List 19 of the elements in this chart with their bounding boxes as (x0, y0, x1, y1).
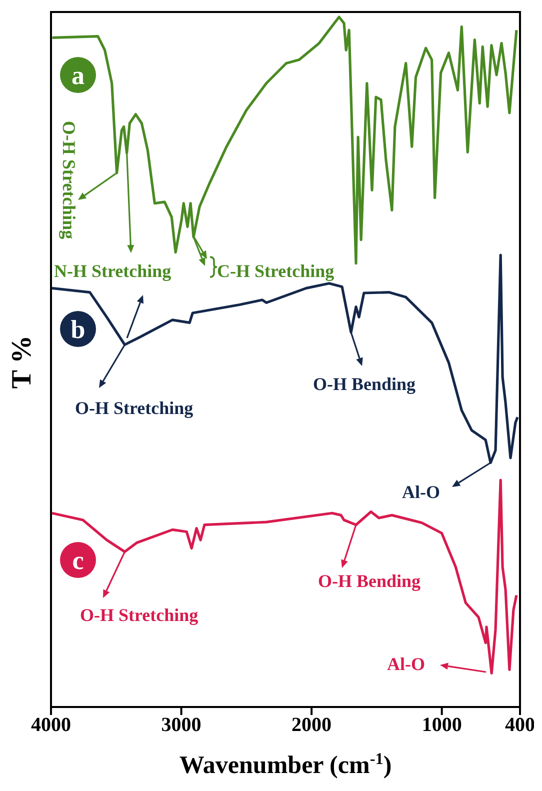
series-label: a (72, 61, 84, 90)
annotation: C-H Stretching (217, 261, 334, 281)
annotation: O-H Stretching (80, 605, 198, 625)
x-tick-label: 3000 (161, 714, 202, 736)
x-tick-label: 2000 (292, 714, 332, 736)
legend-label: c (72, 546, 84, 575)
annotation: O-H Stretching (75, 398, 194, 418)
x-tick-label: 1000 (422, 714, 462, 736)
x-tick-label: 400 (505, 714, 535, 736)
annotation: O-H Stretching (58, 120, 79, 240)
annotation: Al-O (387, 654, 425, 674)
y-axis-title: T % (6, 335, 38, 389)
legend-label: b (70, 315, 86, 344)
annotation: O-H Bending (318, 571, 421, 591)
annotation: N-H Stretching (54, 261, 172, 281)
x-tick-label: 4000 (31, 714, 71, 736)
annotation: O-H Bending (313, 374, 416, 394)
x-axis-title: Wavenumber (cm$^{-1}$) (179, 750, 392, 779)
annotation: Al-O (402, 482, 440, 502)
